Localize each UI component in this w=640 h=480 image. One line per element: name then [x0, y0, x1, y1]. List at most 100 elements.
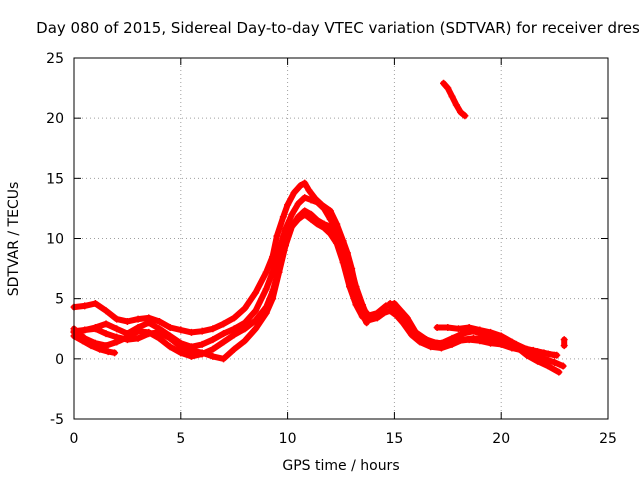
data-point	[326, 215, 334, 223]
data-point	[262, 309, 270, 317]
data-point	[544, 350, 552, 358]
data-point	[91, 339, 99, 347]
data-point	[187, 352, 195, 360]
data-point	[448, 93, 456, 101]
data-point	[529, 346, 537, 354]
data-point	[534, 348, 542, 356]
data-point	[241, 304, 249, 312]
data-point	[555, 368, 563, 376]
data-point	[269, 253, 277, 261]
data-point	[350, 289, 358, 297]
data-point	[262, 285, 270, 293]
data-point	[540, 349, 548, 357]
series-markers-track-b	[70, 194, 563, 376]
data-point	[448, 340, 456, 348]
data-point	[348, 265, 356, 273]
data-point	[393, 307, 401, 315]
data-point	[508, 338, 516, 346]
data-point	[220, 330, 228, 338]
data-point	[427, 338, 435, 346]
x-tick-label: 15	[385, 431, 403, 447]
data-point	[284, 201, 292, 209]
data-point	[452, 101, 460, 109]
x-axis-label: GPS time / hours	[282, 458, 399, 474]
data-point	[252, 325, 260, 333]
data-point	[301, 194, 309, 202]
data-point	[454, 325, 462, 333]
data-point	[501, 336, 509, 344]
data-point	[320, 204, 328, 212]
data-point	[480, 331, 488, 339]
data-point	[155, 328, 163, 336]
data-point	[314, 198, 322, 206]
data-point	[448, 334, 456, 342]
data-point	[230, 314, 238, 322]
data-point	[301, 210, 309, 218]
data-point	[551, 351, 559, 359]
data-point	[382, 302, 390, 310]
y-tick-label: 15	[46, 171, 64, 187]
data-point	[461, 112, 469, 120]
data-point	[134, 334, 142, 342]
data-point	[230, 325, 238, 333]
data-point	[269, 295, 277, 303]
data-point	[113, 325, 121, 333]
data-point	[241, 319, 249, 327]
y-tick-label: 5	[55, 292, 64, 308]
series-markers-track-g	[433, 324, 559, 359]
y-tick-label: 20	[46, 111, 64, 127]
grid	[74, 58, 608, 419]
data-point	[96, 345, 104, 353]
data-point	[198, 340, 206, 348]
data-point	[407, 331, 415, 339]
data-point	[209, 345, 217, 353]
data-point	[273, 232, 281, 240]
data-point	[145, 330, 153, 338]
data-point	[275, 268, 283, 276]
data-point	[198, 349, 206, 357]
data-point	[373, 314, 381, 322]
data-point	[220, 338, 228, 346]
x-tick-label: 10	[279, 431, 297, 447]
data-point	[333, 232, 341, 240]
data-point	[497, 332, 505, 340]
data-point	[252, 289, 260, 297]
data-point	[269, 287, 277, 295]
data-point	[407, 325, 415, 333]
data-point	[81, 302, 89, 310]
data-point	[487, 339, 495, 347]
data-point	[352, 283, 360, 291]
data-point	[281, 225, 289, 233]
data-point	[326, 207, 334, 215]
data-point	[465, 324, 473, 332]
data-point	[444, 339, 452, 347]
data-point	[339, 259, 347, 267]
x-tick-label: 5	[176, 431, 185, 447]
data-point	[544, 362, 552, 370]
data-point	[326, 230, 334, 238]
data-point	[416, 338, 424, 346]
data-point	[209, 352, 217, 360]
data-point	[296, 182, 304, 190]
y-tick-label: -5	[50, 412, 64, 428]
data-point	[333, 225, 341, 233]
data-point	[91, 325, 99, 333]
data-point	[230, 331, 238, 339]
data-point	[560, 342, 568, 350]
series-markers-track-a	[70, 179, 567, 370]
series-markers-track-h	[440, 79, 469, 120]
data-point	[220, 320, 228, 328]
data-point	[440, 79, 448, 87]
data-point	[252, 316, 260, 324]
series-trace-track-d	[71, 211, 366, 362]
data-point	[311, 195, 319, 203]
data-point	[476, 337, 484, 345]
data-point	[476, 326, 484, 334]
data-point	[241, 325, 249, 333]
data-point	[87, 342, 95, 350]
data-point	[314, 220, 322, 228]
data-point	[252, 307, 260, 315]
data-point	[386, 307, 394, 315]
data-point	[102, 320, 110, 328]
data-point	[81, 326, 89, 334]
